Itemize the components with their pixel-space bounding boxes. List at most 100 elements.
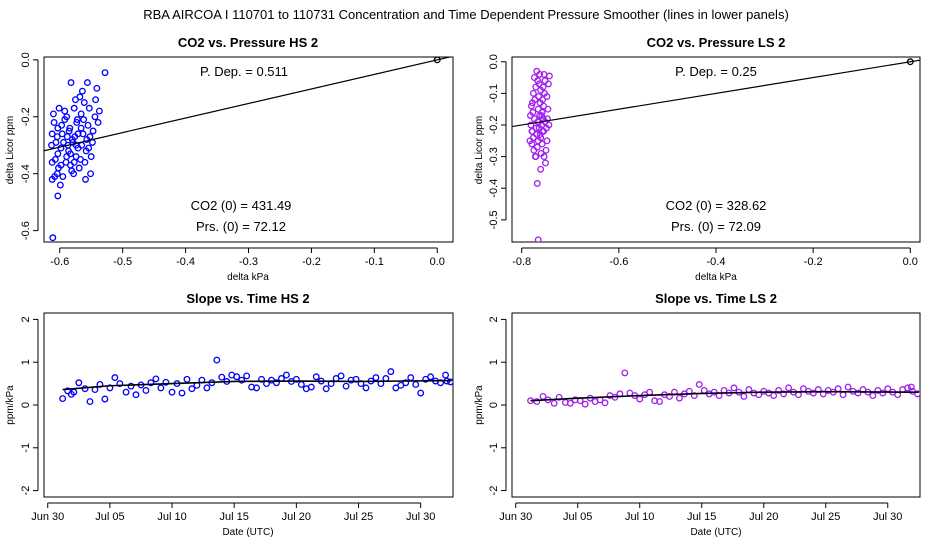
data-point [162, 378, 170, 386]
data-point [417, 389, 425, 397]
data-point [87, 170, 95, 178]
panel-slope-vs-time-hs: Slope vs. Time HS 2 Date (UTC) ppm/kPa J… [5, 291, 454, 538]
data-point [533, 398, 541, 406]
data-point [86, 133, 94, 141]
data-point [243, 372, 251, 380]
pressure-dependence-label: P. Dep. = 0.25 [675, 64, 757, 79]
data-point [59, 395, 67, 403]
y-tick-label: 2 [488, 316, 500, 322]
data-point [527, 112, 534, 119]
data-point [73, 116, 81, 124]
data-point [879, 389, 887, 397]
y-axis: 0.0 -0.2 -0.4 -0.6 [20, 52, 39, 240]
data-point [54, 150, 62, 158]
y-tick-label: 0 [488, 402, 500, 408]
data-point [58, 130, 66, 138]
y-tick-label: -1 [20, 443, 32, 453]
data-point [84, 121, 92, 129]
y-tick-label: 0 [20, 402, 32, 408]
x-tick-label: -0.4 [176, 256, 195, 268]
x-tick-label: -0.1 [365, 256, 384, 268]
data-point [76, 93, 84, 101]
panel-title: Slope vs. Time HS 2 [186, 291, 309, 306]
data-point [541, 77, 549, 85]
data-point [543, 93, 551, 100]
data-point [636, 395, 644, 403]
pressure-dependence-label: P. Dep. = 0.511 [200, 64, 288, 79]
data-point [238, 376, 246, 384]
data-point [534, 77, 542, 85]
data-point [75, 379, 83, 387]
data-point [77, 124, 85, 132]
data-point [56, 181, 64, 189]
data-point [64, 141, 72, 149]
panel-co2-vs-pressure-ls: CO2 vs. Pressure LS 2 delta kPa delta Li… [474, 35, 921, 283]
data-point [142, 387, 150, 394]
x-tick-label: Jul 25 [344, 511, 373, 523]
data-point [78, 87, 86, 95]
data-point [50, 119, 58, 126]
x-axis-label: delta kPa [227, 272, 269, 283]
data-point [710, 388, 718, 396]
data-point [66, 124, 74, 132]
data-point [168, 388, 176, 396]
data-point [57, 161, 65, 169]
data-point [539, 96, 547, 104]
data-point [81, 158, 89, 166]
data-point [253, 384, 261, 392]
data-point [49, 234, 57, 242]
data-point [690, 392, 698, 400]
data-point [775, 387, 783, 394]
data-point [218, 373, 226, 381]
y-tick-label: -0.3 [488, 147, 500, 166]
data-point [116, 380, 124, 388]
data-point [52, 138, 60, 146]
data-point [834, 385, 842, 393]
data-point [82, 175, 89, 183]
y-tick-label: 0.0 [488, 54, 500, 69]
data-point [70, 104, 78, 112]
data-point [66, 150, 74, 158]
y-tick-label: -1 [488, 443, 500, 453]
y-axis-label: ppm/kPa [474, 385, 485, 425]
x-axis-label: Date (UTC) [222, 527, 273, 538]
data-point [80, 116, 88, 124]
data-point [621, 369, 629, 377]
data-point [292, 375, 300, 383]
x-tick-label: Jul 10 [157, 511, 186, 523]
plot-frame [511, 56, 921, 243]
smoother-line [530, 390, 919, 402]
data-point [54, 192, 62, 200]
panel-title: CO2 vs. Pressure HS 2 [178, 35, 318, 50]
data-point [795, 391, 802, 399]
data-point [528, 127, 536, 135]
x-tick-label: 0.0 [903, 256, 918, 268]
origin-point [906, 58, 914, 66]
y-tick-label: -2 [488, 486, 500, 496]
data-point [785, 384, 792, 392]
plot-area [527, 369, 920, 408]
data-point [77, 110, 85, 118]
data-point [537, 134, 545, 142]
data-point [342, 382, 350, 390]
data-point [132, 391, 140, 399]
x-axis: Jun 30 Jul 05 Jul 10 Jul 15 Jul 20 Jul 25 Jul … [31, 502, 435, 523]
pressure-intercept-label: Prs. (0) = 72.09 [671, 219, 761, 234]
data-point [542, 159, 549, 167]
data-point [601, 399, 609, 407]
x-tick-label: -0.5 [113, 256, 132, 268]
data-point [85, 104, 93, 112]
data-point [372, 374, 380, 382]
data-point [282, 371, 290, 379]
data-point [809, 389, 817, 397]
data-point [147, 379, 155, 387]
data-point [533, 143, 541, 151]
data-point [87, 153, 95, 161]
data-point [203, 384, 211, 392]
x-tick-label: Jul 20 [749, 511, 778, 523]
data-point [67, 79, 75, 87]
x-tick-label: -0.2 [302, 256, 321, 268]
data-point [61, 107, 69, 115]
panel-co2-vs-pressure-hs: CO2 vs. Pressure HS 2 delta kPa delta Li… [5, 35, 454, 283]
y-tick-label: -0.1 [488, 84, 500, 103]
